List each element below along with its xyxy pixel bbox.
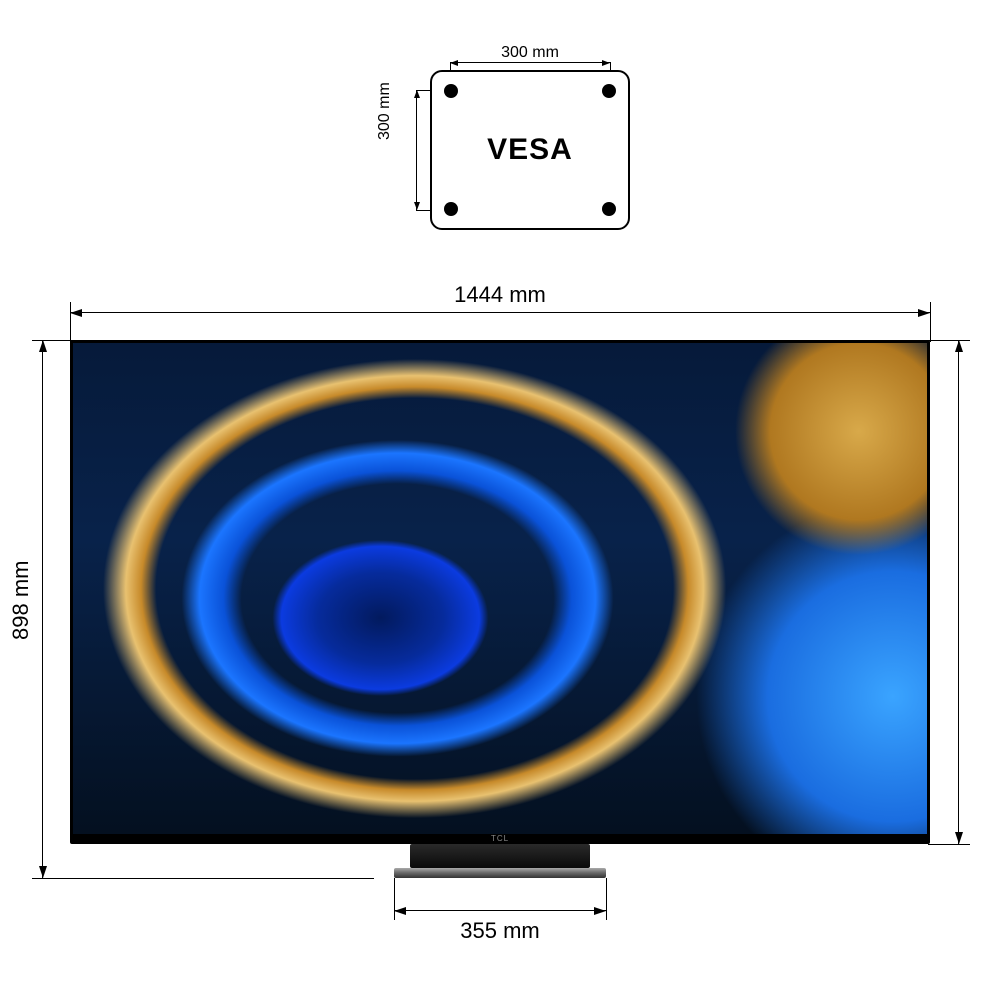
dimension-diagram: 300 mm 300 mm VESA 1444 mm 898 mm 840 mm… <box>0 0 1000 1000</box>
tv-screen-art <box>73 343 927 834</box>
vesa-hole-icon <box>444 84 458 98</box>
stand-width-label: 355 mm <box>394 918 606 944</box>
tv-illustration: TCL <box>70 340 930 920</box>
height-with-stand-label: 898 mm <box>8 561 34 640</box>
height-with-stand-dimension-line <box>42 340 43 878</box>
vesa-height-label: 300 mm <box>376 82 394 140</box>
vesa-width-label: 300 mm <box>450 44 610 62</box>
overall-width-label: 1444 mm <box>70 282 930 308</box>
tv-bezel: TCL <box>70 340 930 844</box>
tv-stand-base <box>394 868 606 878</box>
vesa-mount-diagram: 300 mm 300 mm VESA <box>380 20 660 240</box>
vesa-width-dimension-line <box>450 62 610 63</box>
vesa-height-dimension-line <box>416 90 417 210</box>
vesa-label: VESA <box>487 133 573 167</box>
vesa-hole-icon <box>444 202 458 216</box>
vesa-plate: VESA <box>430 70 630 230</box>
stand-width-dimension-line <box>394 910 606 911</box>
screen-height-dimension-line <box>958 340 959 844</box>
vesa-hole-icon <box>602 84 616 98</box>
screen-height-label: 840 mm <box>996 551 1000 630</box>
tv-brand-label: TCL <box>491 834 509 843</box>
vesa-hole-icon <box>602 202 616 216</box>
tv-stand-neck <box>410 844 590 868</box>
overall-width-dimension-line <box>70 312 930 313</box>
